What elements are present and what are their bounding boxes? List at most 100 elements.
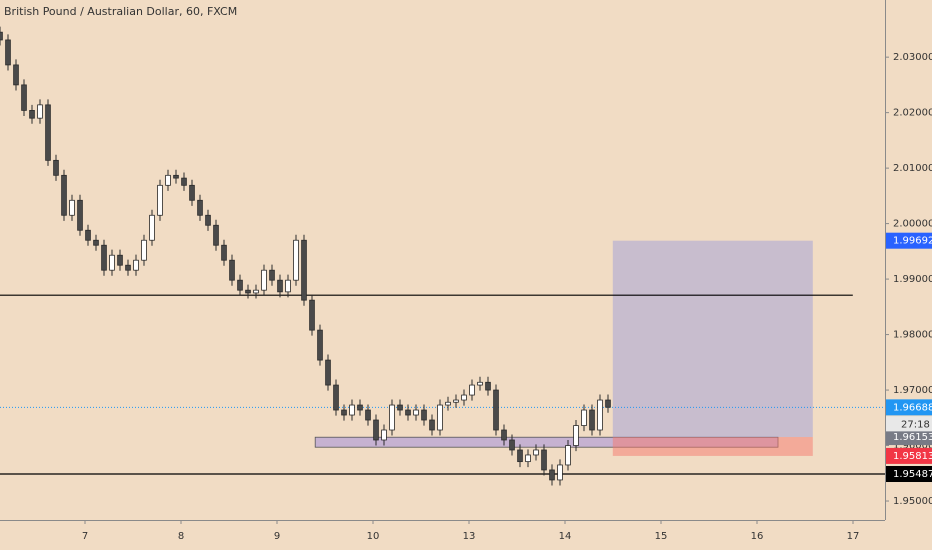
candle-body bbox=[141, 239, 147, 261]
candle-body bbox=[413, 409, 419, 416]
candle-body bbox=[501, 429, 507, 441]
x-tick-label: 7 bbox=[82, 531, 88, 542]
candle-body bbox=[421, 409, 427, 421]
target-zone bbox=[612, 240, 813, 438]
candle-body bbox=[293, 239, 299, 281]
candle-body bbox=[77, 199, 83, 231]
x-tick-label: 14 bbox=[559, 531, 572, 542]
candle-body bbox=[589, 409, 595, 431]
candle-body bbox=[333, 384, 339, 411]
candle-body bbox=[341, 409, 347, 416]
candle-body bbox=[205, 214, 211, 226]
y-tick-label: 2.03000 bbox=[893, 52, 932, 63]
x-tick-label: 13 bbox=[463, 531, 476, 542]
line-price-label-bg bbox=[886, 399, 932, 416]
x-tick-label: 17 bbox=[847, 531, 860, 542]
x-tick-label: 16 bbox=[751, 531, 764, 542]
y-tick-label: 1.95000 bbox=[893, 496, 932, 507]
chart-title: British Pound / Australian Dollar, 60, F… bbox=[4, 5, 237, 18]
candle-body bbox=[165, 174, 171, 186]
x-tick-label: 8 bbox=[178, 531, 184, 542]
candle-body bbox=[21, 84, 27, 111]
candle-body bbox=[557, 464, 563, 481]
x-tick-label: 15 bbox=[655, 531, 668, 542]
candle-body bbox=[149, 214, 155, 241]
x-tick-label: 10 bbox=[367, 531, 380, 542]
candle-body bbox=[133, 259, 139, 271]
y-tick-label: 1.96000 bbox=[893, 441, 932, 452]
candle-body bbox=[285, 279, 291, 293]
line-price-label: 1.96688 bbox=[893, 402, 932, 413]
candle-body bbox=[37, 104, 43, 119]
candle-body bbox=[229, 259, 235, 281]
candle-body bbox=[245, 289, 251, 294]
candle-body bbox=[173, 174, 179, 179]
countdown-bg bbox=[886, 416, 932, 432]
candle-body bbox=[325, 359, 331, 386]
stop-zone bbox=[612, 437, 813, 456]
candle-body bbox=[5, 39, 11, 66]
candle-body bbox=[549, 469, 555, 481]
y-tick-label: 2.01000 bbox=[893, 163, 932, 174]
candle-body bbox=[461, 394, 467, 401]
candle-body bbox=[381, 429, 387, 441]
candle-body bbox=[253, 289, 259, 294]
candle-body bbox=[525, 454, 531, 463]
candle-body bbox=[573, 425, 579, 446]
candle-body bbox=[493, 389, 499, 431]
stop-price-label-bg bbox=[886, 447, 932, 464]
candle-body bbox=[309, 299, 315, 331]
candle-body bbox=[93, 239, 99, 246]
target-price-label-bg bbox=[886, 232, 932, 249]
candle-body bbox=[269, 269, 275, 281]
candle-body bbox=[109, 254, 115, 271]
candle-body bbox=[405, 409, 411, 416]
candle-body bbox=[101, 244, 107, 271]
candle-body bbox=[45, 104, 51, 161]
candle-body bbox=[565, 445, 571, 466]
y-tick-label: 2.00000 bbox=[893, 219, 932, 230]
candle-body bbox=[53, 159, 59, 176]
line-price-label: 1.95487 bbox=[893, 469, 932, 480]
candle-body bbox=[29, 110, 35, 119]
candle-body bbox=[117, 254, 123, 266]
stop-price-label: 1.95813 bbox=[893, 451, 932, 462]
candle-body bbox=[605, 399, 611, 408]
candle-body bbox=[317, 329, 323, 361]
candle-body bbox=[485, 381, 491, 391]
y-tick-label: 1.98000 bbox=[893, 330, 932, 341]
candle-body bbox=[213, 224, 219, 246]
candle-body bbox=[357, 404, 363, 411]
candle-body bbox=[597, 399, 603, 431]
candle-body bbox=[397, 404, 403, 411]
y-tick-label: 1.99000 bbox=[893, 274, 932, 285]
candle-body bbox=[389, 404, 395, 431]
candle-body bbox=[453, 399, 459, 403]
candle-body bbox=[13, 64, 19, 86]
candle-body bbox=[157, 184, 163, 216]
x-tick-label: 9 bbox=[274, 531, 280, 542]
candle-body bbox=[261, 269, 267, 291]
y-tick-label: 1.97000 bbox=[893, 385, 932, 396]
line-price-label-bg bbox=[886, 466, 932, 483]
candle-body bbox=[85, 229, 91, 241]
candle-body bbox=[277, 279, 283, 293]
entry-price-label: 1.96153 bbox=[893, 432, 932, 443]
y-tick-label: 2.02000 bbox=[893, 108, 932, 119]
candle-body bbox=[181, 177, 187, 186]
candle-body bbox=[541, 449, 547, 471]
candle-body bbox=[237, 279, 243, 291]
candle-body bbox=[69, 199, 75, 216]
candle-body bbox=[0, 31, 3, 41]
candle-body bbox=[477, 381, 483, 386]
candle-body bbox=[437, 404, 443, 431]
candle-body bbox=[349, 404, 355, 416]
candle-body bbox=[197, 199, 203, 216]
countdown: 27:18 bbox=[901, 419, 930, 430]
candle-body bbox=[365, 409, 371, 421]
target-price-label: 1.99692 bbox=[893, 236, 932, 247]
candle-body bbox=[533, 449, 539, 456]
candle-body bbox=[445, 401, 451, 406]
